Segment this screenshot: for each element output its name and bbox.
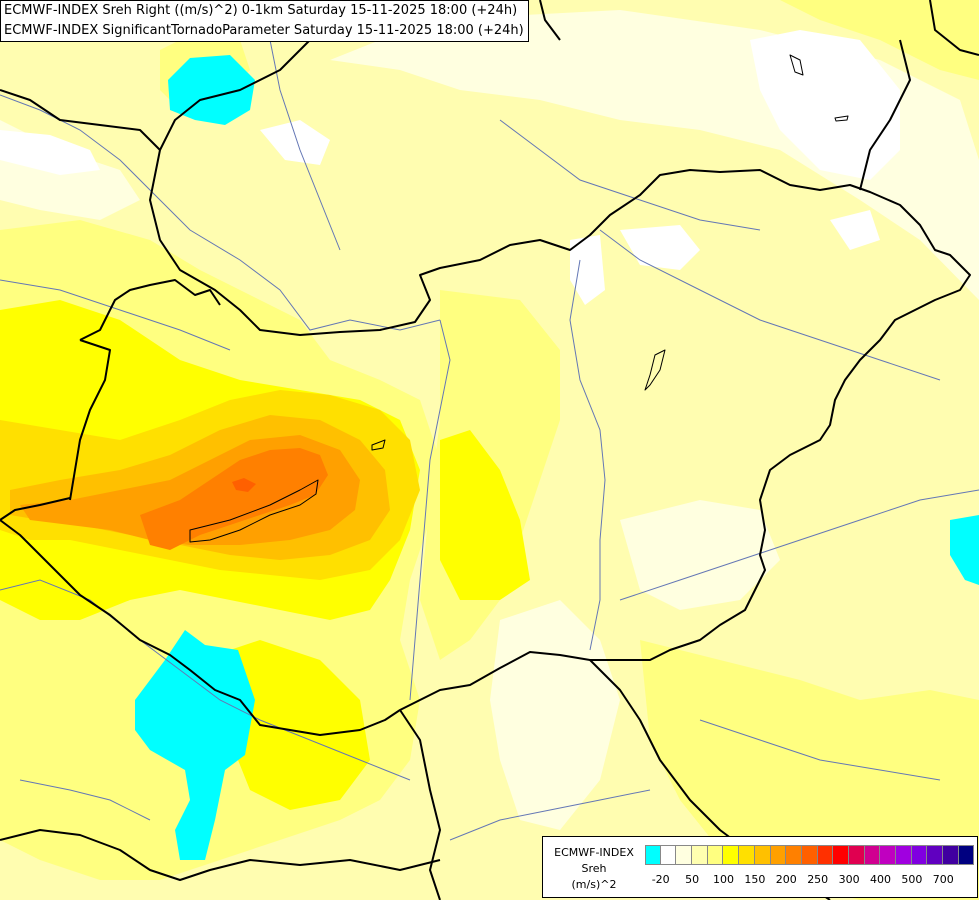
- legend-swatch: [754, 845, 771, 865]
- legend-swatch: [692, 845, 708, 865]
- legend-tick-label: 50: [685, 873, 700, 886]
- legend-tick-label: 400: [870, 873, 891, 886]
- legend-tick-label: 300: [838, 873, 860, 886]
- title-line-stp: ECMWF-INDEX SignificantTornadoParameter …: [4, 23, 524, 38]
- legend-tick-label: 150: [744, 873, 766, 886]
- legend-swatch: [801, 845, 818, 865]
- legend-swatch: [645, 845, 661, 865]
- legend-tick-label: 100: [713, 873, 734, 886]
- legend-swatch: [848, 845, 865, 865]
- legend-title-line: Sreh: [581, 862, 607, 875]
- legend-swatch: [786, 845, 802, 865]
- legend-title-line: ECMWF-INDEX: [554, 846, 634, 859]
- legend-tick-label: 500: [901, 873, 923, 886]
- legend-swatches: [645, 845, 975, 865]
- legend-swatch: [833, 845, 849, 865]
- legend-swatch: [707, 845, 724, 865]
- legend-tick-label: -20: [651, 873, 670, 886]
- legend-swatch: [958, 845, 975, 865]
- legend-tick-label: 200: [775, 873, 797, 886]
- legend-title: ECMWF-INDEX Sreh (m/s)^2: [549, 845, 639, 893]
- legend-swatch: [817, 845, 834, 865]
- legend-swatch: [676, 845, 693, 865]
- legend-swatch: [723, 845, 740, 865]
- title-line-sreh: ECMWF-INDEX Sreh Right ((m/s)^2) 0-1km S…: [4, 3, 518, 18]
- legend-swatch: [739, 845, 755, 865]
- legend-ticks: -20 50 100 150 200 250 300 400 500 700: [645, 873, 975, 889]
- map-title-box: ECMWF-INDEX Sreh Right ((m/s)^2) 0-1km S…: [0, 0, 529, 42]
- legend-swatch: [896, 845, 912, 865]
- legend-title-line: (m/s)^2: [571, 878, 617, 891]
- rivers: [0, 39, 979, 841]
- legend-swatch: [927, 845, 944, 865]
- legend-swatch: [660, 845, 677, 865]
- legend-tick-label: 700: [932, 873, 954, 886]
- legend-swatch: [770, 845, 787, 865]
- legend-tick-label: 250: [807, 873, 829, 886]
- legend-swatch: [880, 845, 896, 865]
- color-legend: ECMWF-INDEX Sreh (m/s)^2 -20 50 100 150 200 2…: [542, 836, 978, 898]
- legend-swatch: [911, 845, 928, 865]
- legend-swatch: [943, 845, 959, 865]
- legend-swatch: [864, 845, 881, 865]
